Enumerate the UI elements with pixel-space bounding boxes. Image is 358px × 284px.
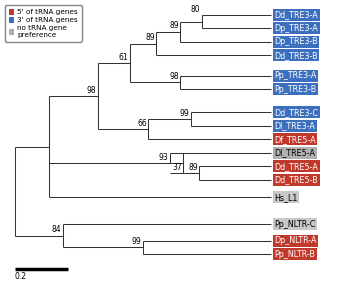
Text: 89: 89 — [145, 33, 155, 42]
Text: Hs_L1: Hs_L1 — [274, 193, 298, 202]
Text: 89: 89 — [188, 163, 198, 172]
Text: Dd_TRE3-C: Dd_TRE3-C — [274, 108, 318, 117]
Text: 61: 61 — [118, 53, 128, 62]
Text: Dp_NLTR-A: Dp_NLTR-A — [274, 236, 317, 245]
Text: Dd_TRE3-B: Dd_TRE3-B — [274, 51, 318, 60]
Text: 80: 80 — [191, 5, 200, 14]
Text: Pp_NLTR-B: Pp_NLTR-B — [274, 250, 315, 259]
Text: Pp_TRE3-B: Pp_TRE3-B — [274, 85, 316, 94]
Text: 37: 37 — [172, 163, 182, 172]
Text: 66: 66 — [137, 119, 147, 128]
Text: Dd_TRE3-A: Dd_TRE3-A — [274, 11, 318, 19]
Text: Dl_TRE3-A: Dl_TRE3-A — [274, 121, 315, 130]
Text: 89: 89 — [169, 22, 179, 30]
Text: Df_TRE5-A: Df_TRE5-A — [274, 135, 316, 144]
Text: Dd_TRE5-B: Dd_TRE5-B — [274, 175, 318, 184]
Text: Dl_TRE5-A: Dl_TRE5-A — [274, 148, 315, 157]
Text: 0.2: 0.2 — [15, 272, 27, 281]
Text: Dp_TRE3-B: Dp_TRE3-B — [274, 37, 318, 46]
Legend: 5' of tRNA genes, 3' of tRNA genes, no tRNA gene
preference: 5' of tRNA genes, 3' of tRNA genes, no t… — [5, 5, 82, 42]
Text: 99: 99 — [180, 108, 190, 118]
Text: 98: 98 — [169, 72, 179, 81]
Text: 93: 93 — [159, 153, 168, 162]
Text: Dp_TRE3-A: Dp_TRE3-A — [274, 24, 318, 33]
Text: 84: 84 — [52, 225, 62, 235]
Text: Dd_TRE5-A: Dd_TRE5-A — [274, 162, 318, 171]
Text: Pp_TRE3-A: Pp_TRE3-A — [274, 71, 317, 80]
Text: Pp_NLTR-C: Pp_NLTR-C — [274, 220, 316, 229]
Text: 99: 99 — [132, 237, 142, 246]
Text: 98: 98 — [87, 86, 96, 95]
